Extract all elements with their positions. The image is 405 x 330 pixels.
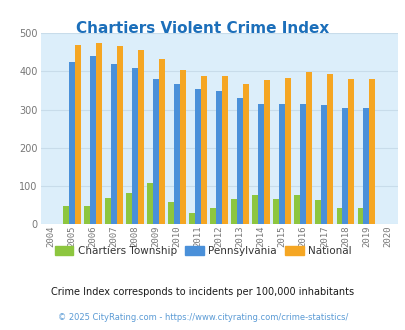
Bar xyxy=(138,50,144,224)
Bar xyxy=(189,213,195,224)
Bar xyxy=(216,91,222,224)
Bar xyxy=(362,108,369,224)
Bar xyxy=(111,64,117,224)
Bar xyxy=(243,84,249,224)
Bar xyxy=(285,78,290,224)
Bar xyxy=(336,208,341,224)
Bar xyxy=(326,74,333,224)
Bar xyxy=(90,56,96,224)
Bar xyxy=(315,200,321,224)
Bar xyxy=(174,84,180,224)
Legend: Chartiers Township, Pennsylvania, National: Chartiers Township, Pennsylvania, Nation… xyxy=(50,242,355,260)
Text: Crime Index corresponds to incidents per 100,000 inhabitants: Crime Index corresponds to incidents per… xyxy=(51,287,354,297)
Bar xyxy=(231,199,237,224)
Bar xyxy=(252,195,258,224)
Bar xyxy=(294,195,300,224)
Bar xyxy=(153,79,159,224)
Bar xyxy=(117,46,123,224)
Bar xyxy=(321,105,326,224)
Bar xyxy=(84,206,90,224)
Bar xyxy=(300,104,305,224)
Text: © 2025 CityRating.com - https://www.cityrating.com/crime-statistics/: © 2025 CityRating.com - https://www.city… xyxy=(58,313,347,322)
Bar xyxy=(357,208,362,224)
Bar xyxy=(341,108,347,224)
Bar xyxy=(210,208,216,224)
Bar xyxy=(126,193,132,224)
Bar xyxy=(168,202,174,224)
Bar xyxy=(264,80,269,224)
Bar xyxy=(305,72,311,224)
Bar xyxy=(132,68,138,224)
Bar xyxy=(159,59,164,224)
Bar xyxy=(237,98,243,224)
Bar xyxy=(279,104,285,224)
Bar xyxy=(369,79,374,224)
Bar xyxy=(195,89,200,224)
Bar xyxy=(147,183,153,224)
Bar xyxy=(69,62,75,224)
Bar xyxy=(63,206,69,224)
Bar xyxy=(180,70,185,224)
Bar xyxy=(105,198,111,224)
Bar xyxy=(258,104,264,224)
Bar xyxy=(200,76,207,224)
Bar xyxy=(75,45,81,224)
Bar xyxy=(96,43,102,224)
Text: Chartiers Violent Crime Index: Chartiers Violent Crime Index xyxy=(76,21,329,36)
Bar xyxy=(222,76,228,224)
Bar xyxy=(273,199,279,224)
Bar xyxy=(347,79,353,224)
